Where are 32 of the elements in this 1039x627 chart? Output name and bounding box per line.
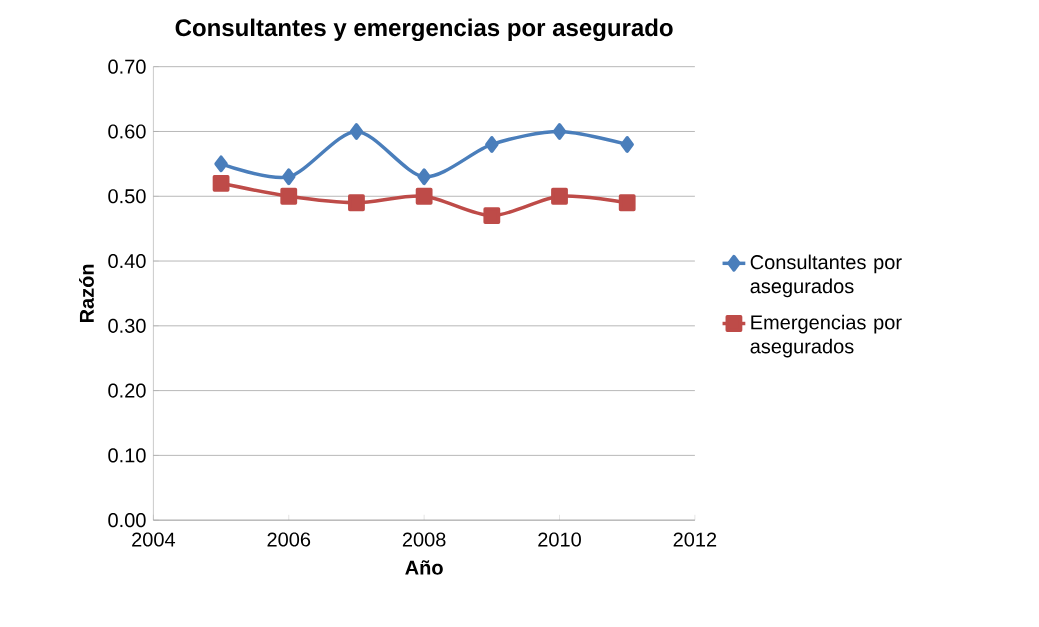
x-tick-label: 2004	[132, 532, 176, 547]
y-tick-label: 0.20	[108, 383, 146, 398]
point	[212, 174, 230, 192]
point	[415, 187, 433, 205]
x-tick-label: 2012	[673, 532, 717, 547]
point	[417, 168, 431, 186]
y-tick-label: 0.10	[108, 448, 146, 463]
y-tick-label: 0.40	[108, 254, 146, 269]
x-tick-label: 2008	[402, 532, 446, 547]
point	[483, 207, 501, 225]
y-tick-label: 0.70	[108, 59, 146, 74]
point	[348, 194, 365, 212]
point	[618, 194, 636, 212]
x-axis-title: Año	[405, 560, 443, 575]
x-tick-label: 2010	[538, 532, 581, 547]
point	[551, 187, 568, 205]
y-axis-title: Razón	[79, 264, 94, 323]
y-tick-label: 0.50	[108, 189, 146, 204]
point	[349, 123, 364, 140]
point	[280, 187, 298, 205]
point	[620, 136, 634, 153]
y-tick-label: 0.30	[108, 318, 146, 333]
chart-title: Consultantes y emergencias por asegurado	[175, 18, 673, 42]
y-tick-label: 0.60	[108, 124, 146, 139]
point	[485, 136, 499, 153]
legend-label: Consultantes por asegurados	[750, 254, 902, 298]
point	[214, 155, 228, 173]
x-tick-label: 2006	[267, 532, 311, 547]
point	[282, 168, 296, 186]
point	[552, 123, 567, 140]
y-tick-label: 0.00	[108, 513, 146, 528]
legend-label: Emergencias por asegurados	[750, 314, 902, 358]
